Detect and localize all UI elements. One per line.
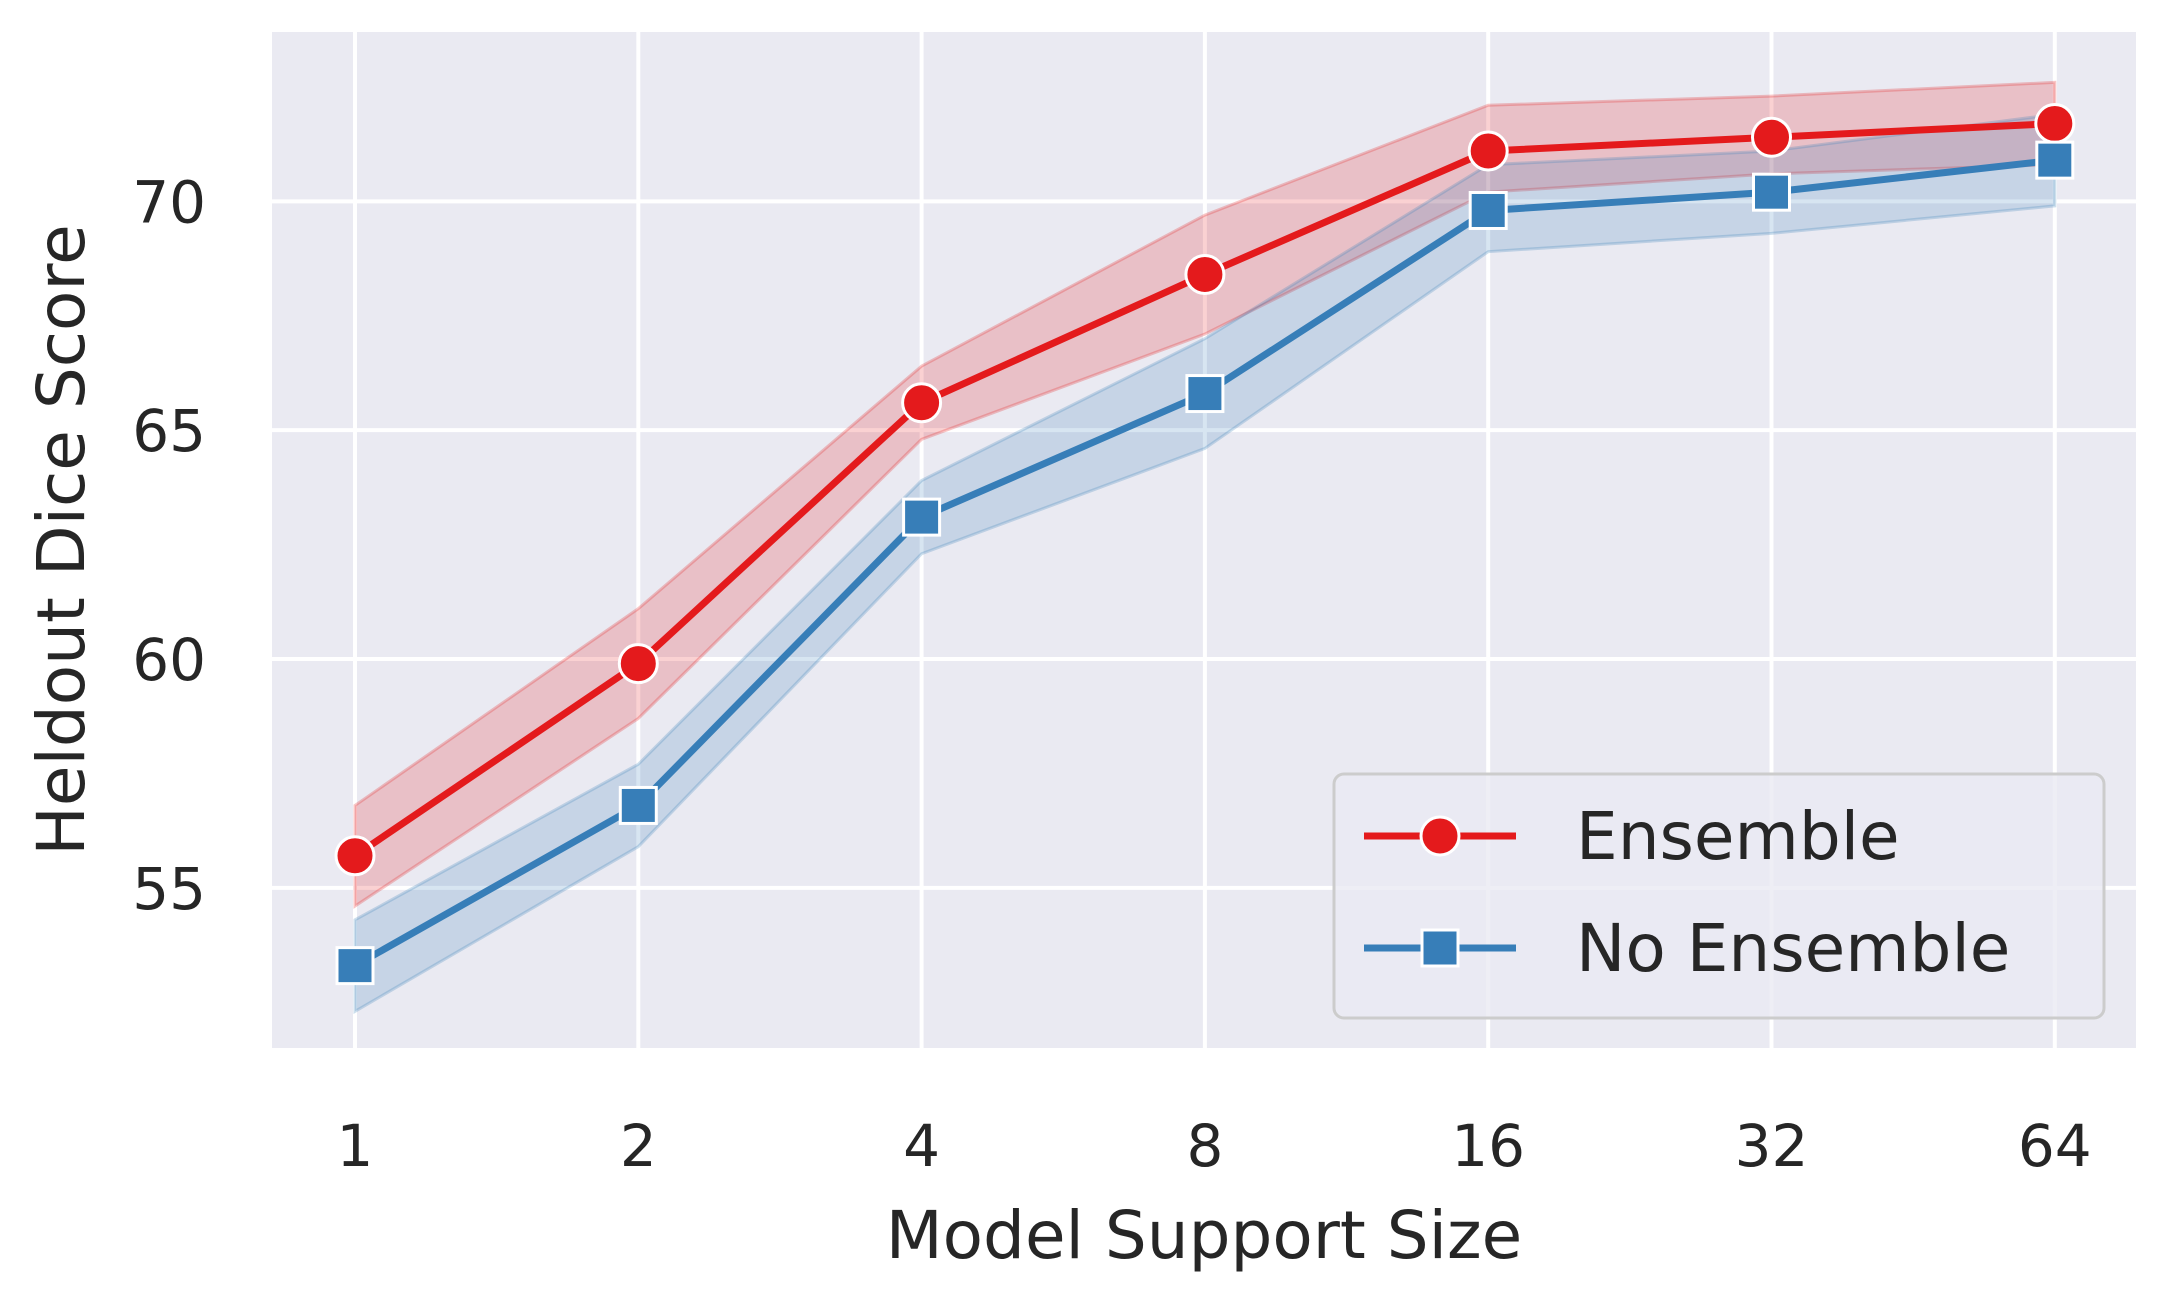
y-tick-labels: 55 60 65 70 xyxy=(132,168,206,922)
grid-lines xyxy=(272,32,2136,1048)
no-ensemble-point xyxy=(618,785,658,825)
ensemble-point xyxy=(1184,254,1226,296)
ensemble-point xyxy=(334,835,376,877)
legend-frame xyxy=(1332,772,2106,1020)
no-ensemble-ci-band xyxy=(353,112,2057,1014)
x-tick-label: 1 xyxy=(337,1112,374,1180)
no-ensemble-point xyxy=(335,946,375,986)
x-tick-label: 8 xyxy=(1186,1112,1223,1180)
x-tick-label: 2 xyxy=(620,1112,657,1180)
x-axis-title: Model Support Size xyxy=(886,1197,1523,1274)
x-tick-label: 4 xyxy=(903,1112,940,1180)
series-markers xyxy=(334,103,2076,986)
y-tick-label: 60 xyxy=(132,626,206,694)
no-ensemble-point xyxy=(1752,172,1791,212)
ensemble-point xyxy=(1467,130,1509,172)
legend: Ensemble No Ensemble xyxy=(1332,772,2106,1020)
ensemble-point xyxy=(2034,103,2076,145)
x-tick-label: 64 xyxy=(2018,1112,2092,1180)
ensemble-point xyxy=(1751,116,1792,158)
y-tick-label: 65 xyxy=(132,397,206,465)
no-ensemble-point xyxy=(1468,190,1508,230)
y-tick-label: 55 xyxy=(132,855,206,923)
no-ensemble-legend-label: No Ensemble xyxy=(1576,910,2010,987)
ensemble-legend-marker xyxy=(1419,815,1461,857)
no-ensemble-point xyxy=(902,497,942,537)
x-tick-label: 16 xyxy=(1451,1112,1525,1180)
no-ensemble-legend-marker xyxy=(1420,928,1460,968)
no-ensemble-point xyxy=(1185,374,1225,414)
x-tick-label: 32 xyxy=(1735,1112,1809,1180)
y-axis-title: Heldout Dice Score xyxy=(23,224,100,855)
no-ensemble-point xyxy=(2035,140,2075,180)
x-tick-labels: 1 2 4 8 16 32 64 xyxy=(337,1112,2092,1180)
ensemble-legend-label: Ensemble xyxy=(1576,798,1900,875)
ensemble-point xyxy=(901,382,943,424)
y-tick-label: 70 xyxy=(132,168,206,236)
ensemble-point xyxy=(617,643,659,685)
